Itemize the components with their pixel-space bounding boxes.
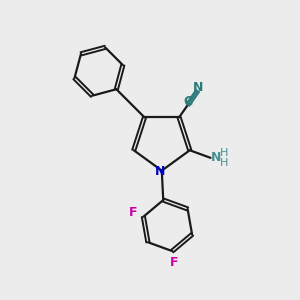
Text: N: N: [155, 165, 166, 178]
Text: N: N: [193, 81, 203, 94]
Text: H: H: [220, 158, 228, 168]
Text: F: F: [170, 256, 178, 268]
Text: H: H: [220, 148, 228, 158]
Text: C: C: [183, 95, 192, 108]
Text: F: F: [129, 206, 137, 219]
Text: N: N: [211, 151, 221, 164]
